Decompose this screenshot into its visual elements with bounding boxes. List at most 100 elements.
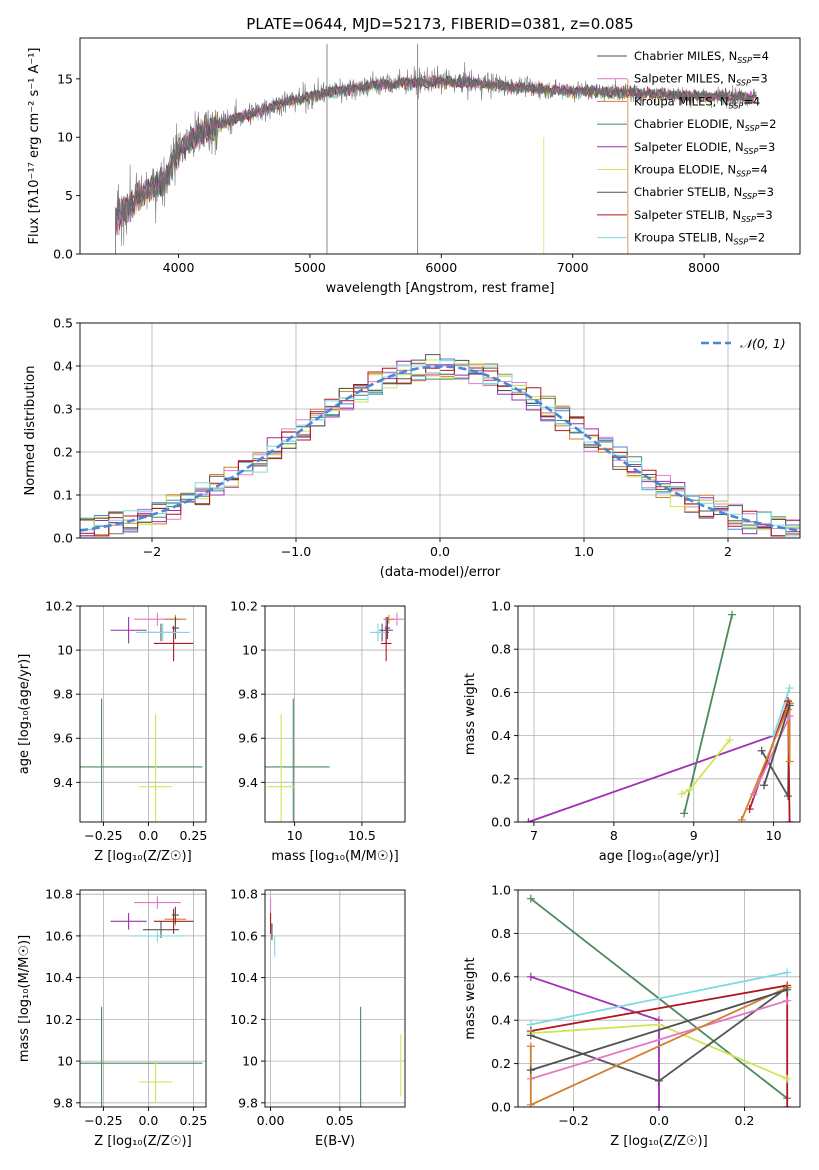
plot-area-weight_vs_age: [524, 610, 794, 822]
axes-residuals: −2 −1.0 0.0 1.0 2 0.0 0.1 0.2 0.3 0.4 0.5 (data-mod…: [23, 316, 801, 580]
legend-entry: 𝒩(0, 1): [740, 336, 786, 351]
legend-text: Kroupa MILES, N: [634, 94, 729, 108]
weight-marker-cELODIE: [728, 610, 737, 619]
legend-text: Chabrier STELIB, N: [634, 185, 742, 199]
legend-subscript: SSP: [729, 101, 744, 110]
plot-area-mass_vs_EBV: [269, 898, 402, 1107]
legend-text: =3: [751, 72, 768, 86]
x-tick-label: 10.5: [348, 828, 376, 843]
weight-marker-sELODIE: [524, 818, 533, 822]
weight-marker-cMILES: [783, 985, 792, 994]
y-tick-label: 10: [57, 130, 73, 145]
y-tick-label: 10.6: [230, 928, 258, 943]
x-tick-label: −0.25: [84, 828, 122, 843]
axes-frame: [79, 889, 207, 1108]
legend-entry: Salpeter MILES, NSSP=3: [634, 72, 768, 88]
y-tick-label: 5: [65, 188, 73, 203]
legend-subscript: SSP: [742, 192, 757, 201]
weight-line-sELODIE: [528, 734, 774, 822]
x-tick-label: −0.25: [84, 1113, 122, 1128]
y-tick-label: 10.8: [45, 887, 73, 902]
figure-title: PLATE=0644, MJD=52173, FIBERID=0381, z=0…: [246, 15, 633, 33]
weight-marker-cSTELIB: [757, 746, 766, 755]
x-tick-label: 8: [610, 828, 618, 843]
y-tick-label: 1.0: [491, 599, 511, 614]
weight-marker-sSTELIB: [785, 818, 794, 822]
weight-marker-kMILES: [737, 815, 746, 822]
x-tick-label: 0.0: [430, 544, 450, 559]
x-tick-label: 0.25: [179, 1113, 207, 1128]
y-tick-label: 0.5: [53, 316, 73, 331]
legend-entry: Kroupa STELIB, NSSP=2: [634, 231, 765, 247]
x-axis-label: E(B-V): [315, 1134, 355, 1149]
x-tick-label: −2: [143, 544, 161, 559]
x-axis-label: wavelength [Angstrom, rest frame]: [326, 281, 555, 296]
y-tick-label: 9.8: [238, 687, 258, 702]
weight-marker-kMILES: [526, 1042, 535, 1051]
weight-line-cELODIE: [683, 614, 733, 814]
axes-frame: [264, 889, 406, 1108]
weight-marker-cSTELIB: [784, 792, 793, 801]
x-axis-label: mass [log₁₀(M/M☉)]: [271, 849, 398, 864]
y-tick-label: 10: [57, 1054, 73, 1069]
legend-entry: Kroupa MILES, NSSP=4: [634, 94, 760, 110]
legend-text: Salpeter STELIB, N: [634, 208, 741, 222]
weight-marker-cMILES: [760, 781, 769, 790]
axes-frame: [79, 37, 801, 255]
weight-marker-sMILES: [749, 789, 758, 798]
y-tick-label: 0.4: [53, 359, 73, 374]
legend-text: =3: [757, 185, 774, 199]
y-tick-label: 10: [242, 1054, 258, 1069]
y-tick-label: 0.8: [491, 642, 511, 657]
x-tick-label: 0.05: [326, 1113, 354, 1128]
weight-line-kELODIE: [681, 739, 731, 795]
weight-marker-kELODIE: [655, 1020, 663, 1029]
axes-spectrum: 4000 5000 6000 7000 8000 0.0 5 10 15 wavelength […: [27, 37, 801, 296]
weight-marker-kMILES: [785, 757, 794, 766]
y-tick-label: 1.0: [491, 883, 511, 898]
y-tick-label: 9.8: [238, 1095, 258, 1110]
axes-weight_vs_Z: −0.2 0.0 0.2 0.0 0.2 0.4 0.6 0.8 1.0 Z [log₁₀(Z/Z…: [463, 883, 801, 1149]
legend-subscript: SSP: [734, 238, 749, 247]
legend-subscript: SSP: [745, 124, 760, 133]
y-tick-label: 9.4: [238, 775, 258, 790]
weight-marker-kELODIE: [685, 785, 694, 794]
x-axis-label: Z [log₁₀(Z/Z☉)]: [94, 1134, 191, 1149]
legend-text: =3: [758, 140, 775, 154]
y-tick-label: 10.4: [45, 970, 73, 985]
data-spectrum: [115, 62, 757, 247]
weight-marker-kELODIE: [783, 1074, 792, 1083]
legend-entry: Salpeter STELIB, NSSP=3: [634, 208, 773, 224]
y-tick-label: 9.6: [238, 731, 258, 746]
legend-text: =4: [751, 163, 768, 177]
y-tick-label: 9.8: [53, 687, 73, 702]
x-tick-label: −0.2: [558, 1113, 588, 1128]
weight-marker-cELODIE: [680, 809, 689, 818]
y-tick-label: 10: [57, 643, 73, 658]
y-axis-label: mass weight: [463, 673, 478, 755]
weight-line-sMILES: [530, 999, 788, 1080]
legend-entry: Chabrier ELODIE, NSSP=2: [634, 117, 776, 133]
legend-text: Kroupa STELIB, N: [634, 231, 734, 245]
x-tick-label: 6000: [425, 260, 457, 275]
plot-area-age_vs_mass: [265, 612, 404, 822]
weight-marker-cELODIE: [526, 894, 535, 903]
x-tick-label: 8000: [688, 260, 720, 275]
x-tick-label: 0.25: [179, 828, 207, 843]
y-tick-label: 10.4: [230, 970, 258, 985]
x-axis-label: Z [log₁₀(Z/Z☉)]: [610, 1134, 707, 1149]
x-tick-label: 10: [287, 828, 303, 843]
legend-subscript: SSP: [744, 147, 759, 156]
x-tick-label: 0.0: [138, 828, 158, 843]
x-tick-label: 5000: [294, 260, 326, 275]
y-axis-label: Normed distribution: [23, 366, 38, 496]
weight-marker-cSTELIB: [526, 1031, 535, 1040]
axes-mass_vs_EBV: 0.00 0.05 9.8 10 10.2 10.4 10.6 10.8 E(B-V): [230, 887, 406, 1149]
x-tick-label: 9: [690, 828, 698, 843]
weight-line-sMILES: [752, 715, 791, 795]
y-tick-label: 0.0: [491, 815, 511, 830]
y-tick-label: 10.6: [45, 928, 73, 943]
weight-marker-kELODIE: [725, 735, 734, 744]
x-tick-label: 1.0: [574, 544, 594, 559]
y-tick-label: 0.4: [491, 728, 511, 743]
